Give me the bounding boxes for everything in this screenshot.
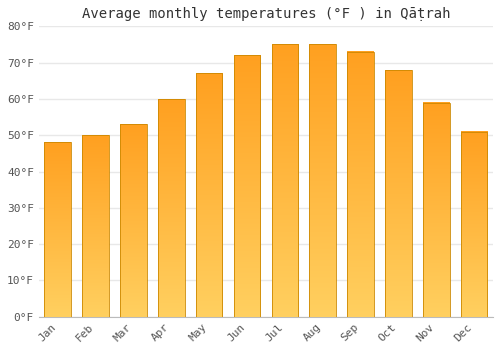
Bar — [196, 74, 222, 317]
Bar — [423, 103, 450, 317]
Bar — [385, 70, 411, 317]
Bar — [82, 135, 109, 317]
Bar — [461, 132, 487, 317]
Bar — [120, 124, 146, 317]
Bar — [158, 99, 184, 317]
Bar — [234, 55, 260, 317]
Bar — [310, 44, 336, 317]
Bar — [272, 44, 298, 317]
Title: Average monthly temperatures (°F ) in Qāṭrah: Average monthly temperatures (°F ) in Qā… — [82, 7, 450, 21]
Bar — [44, 142, 71, 317]
Bar — [348, 52, 374, 317]
